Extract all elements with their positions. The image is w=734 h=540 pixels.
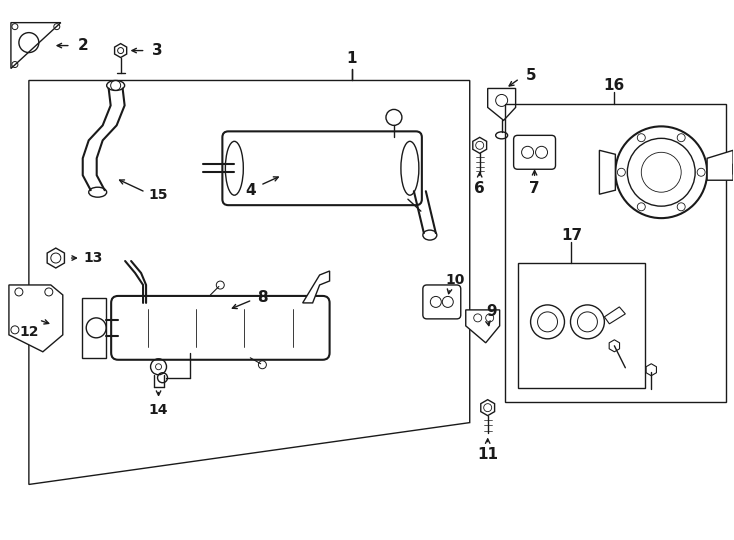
Polygon shape [733,158,734,174]
Bar [505,104,726,402]
FancyBboxPatch shape [222,131,422,205]
Polygon shape [466,310,500,343]
Text: 14: 14 [149,403,168,417]
Text: 9: 9 [487,305,497,319]
Text: 16: 16 [604,78,625,93]
FancyBboxPatch shape [423,285,461,319]
Polygon shape [707,150,733,180]
Ellipse shape [401,141,419,195]
Text: 4: 4 [245,183,255,198]
FancyBboxPatch shape [111,296,330,360]
Ellipse shape [89,187,106,197]
Text: 13: 13 [83,251,103,265]
Text: 5: 5 [526,68,537,83]
Text: 10: 10 [445,273,465,287]
Polygon shape [600,150,615,194]
Polygon shape [487,89,515,120]
Ellipse shape [225,141,243,195]
Text: 15: 15 [149,188,168,202]
Text: 7: 7 [529,181,540,195]
Polygon shape [9,285,63,352]
Text: 17: 17 [561,227,582,242]
Ellipse shape [495,132,508,139]
Text: 11: 11 [477,447,498,462]
Polygon shape [604,307,625,324]
Text: 2: 2 [77,38,88,53]
Polygon shape [302,271,330,303]
Ellipse shape [106,80,125,91]
Text: 1: 1 [346,51,357,66]
Polygon shape [82,298,106,358]
Text: 8: 8 [257,291,268,306]
Text: 6: 6 [474,181,485,195]
Text: 3: 3 [152,43,163,58]
Polygon shape [29,80,470,484]
Ellipse shape [423,230,437,240]
Bar [517,263,645,388]
Text: 12: 12 [19,325,39,339]
FancyBboxPatch shape [514,136,556,169]
